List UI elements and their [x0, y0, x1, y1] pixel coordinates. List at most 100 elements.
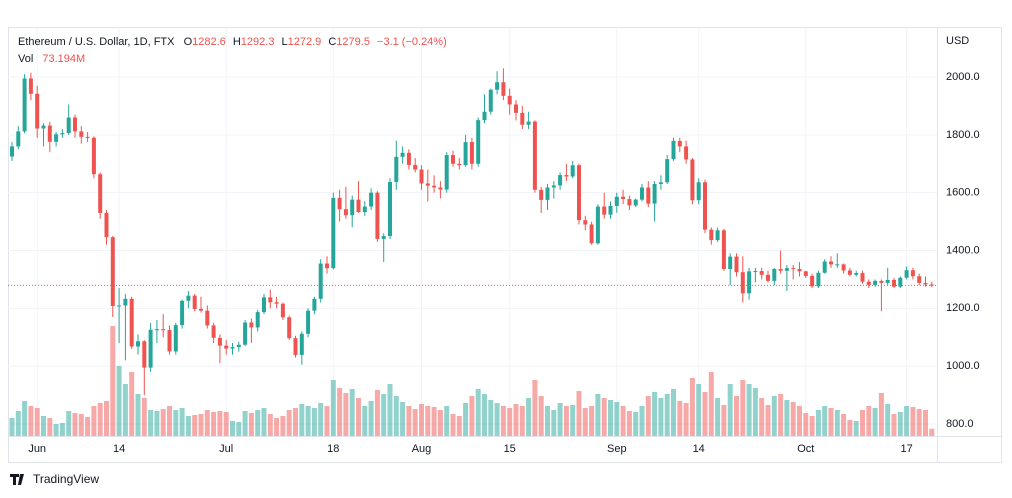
- candle-body: [123, 298, 128, 306]
- candle-body: [400, 152, 405, 157]
- candle-body: [495, 82, 500, 90]
- candle-body: [268, 297, 273, 303]
- candle-body: [803, 271, 808, 276]
- candle-body: [658, 182, 663, 185]
- volume-bar: [274, 418, 280, 436]
- volume-bar: [727, 384, 733, 436]
- volume-legend: Vol 73.194M: [18, 53, 85, 65]
- volume-bar: [759, 398, 765, 436]
- volume-bar: [645, 396, 651, 436]
- volume-bar: [368, 401, 374, 436]
- y-tick-label: 2000.0: [946, 71, 980, 83]
- legend-line: Ethereum / U.S. Dollar, 1D, FTX O1282.6 …: [18, 36, 447, 48]
- candle-body: [375, 192, 380, 239]
- volume-bar: [374, 390, 380, 436]
- candle-body: [10, 146, 14, 157]
- volume-bar: [853, 421, 859, 436]
- volume-bar: [356, 398, 361, 436]
- candle-body: [677, 140, 682, 147]
- volume-bar: [822, 406, 828, 436]
- candle-body: [866, 281, 871, 285]
- candle-body: [413, 164, 418, 170]
- volume-bar: [513, 404, 519, 436]
- volume-bar: [626, 411, 632, 436]
- candle-body: [646, 187, 651, 204]
- volume-bar: [696, 384, 702, 436]
- candle-body: [904, 270, 909, 278]
- candle-body: [539, 189, 544, 200]
- volume-bar: [419, 404, 424, 436]
- candle-body: [520, 112, 525, 125]
- change: −3.1 (−0.24%): [377, 36, 447, 48]
- candle-body: [766, 274, 770, 281]
- volume-bar: [891, 414, 897, 436]
- y-tick-label: 1800.0: [946, 129, 980, 141]
- candle-body: [16, 131, 21, 147]
- volume-bar: [614, 402, 620, 436]
- volume-bar: [872, 408, 878, 436]
- volume-bar: [538, 396, 544, 436]
- candle-body: [747, 271, 752, 294]
- candle-body: [154, 329, 159, 331]
- candle-body: [91, 137, 96, 175]
- volume-bar: [708, 372, 714, 436]
- candle-body: [173, 325, 178, 352]
- volume-bar: [59, 423, 65, 436]
- volume-bar: [387, 384, 393, 436]
- volume-bar: [412, 409, 418, 436]
- volume-bar: [393, 396, 399, 436]
- candle-pane: [8, 68, 937, 396]
- volume-bar: [330, 380, 336, 436]
- open-label: O: [184, 36, 193, 48]
- candle-body: [280, 303, 285, 318]
- volume-bar: [450, 414, 456, 436]
- brand-logo[interactable]: TradingView: [10, 472, 99, 486]
- candle-body: [287, 317, 292, 339]
- candle-body: [910, 270, 915, 277]
- volume-bar: [22, 401, 28, 436]
- volume-bar: [192, 415, 198, 436]
- candle-body: [564, 175, 569, 177]
- candle-body: [312, 298, 317, 311]
- candle-body: [608, 205, 613, 215]
- candle-body: [224, 345, 229, 349]
- candle-body: [350, 199, 355, 216]
- candle-body: [186, 295, 191, 301]
- candle-body: [898, 277, 903, 287]
- volume-bar: [563, 406, 569, 436]
- y-tick-label: 1200.0: [946, 302, 980, 314]
- volume-bar: [179, 408, 185, 436]
- volume-bar: [923, 410, 928, 436]
- candle-body: [432, 185, 437, 188]
- volume-bar: [236, 422, 242, 436]
- candle-body: [28, 78, 33, 94]
- volume-bar: [15, 411, 21, 436]
- volume-bar: [576, 391, 582, 436]
- candle-body: [192, 295, 197, 309]
- candle-body: [822, 261, 827, 273]
- logo-icon: [10, 474, 24, 485]
- volume-bar: [677, 401, 683, 436]
- candle-body: [621, 196, 626, 200]
- candle-body: [167, 330, 172, 352]
- volume-bar: [267, 414, 273, 436]
- candle-body: [526, 121, 531, 125]
- volume-bar: [910, 407, 916, 436]
- volume-bar: [230, 421, 235, 436]
- volume-bar: [771, 396, 777, 436]
- candle-body: [577, 165, 581, 221]
- candle-body: [583, 220, 588, 225]
- candle-body: [784, 268, 789, 271]
- candle-body: [892, 280, 896, 287]
- candle-body: [829, 261, 833, 265]
- candle-body: [652, 184, 657, 204]
- x-tick-label: 17: [900, 443, 912, 455]
- x-tick-label: 14: [693, 443, 705, 455]
- candle-body: [362, 206, 367, 213]
- volume-bar: [557, 403, 563, 436]
- volume-bar: [734, 396, 739, 436]
- volume-bar: [97, 403, 103, 436]
- candle-body: [85, 136, 90, 138]
- volume-bar: [173, 410, 179, 436]
- candle-body: [438, 187, 443, 190]
